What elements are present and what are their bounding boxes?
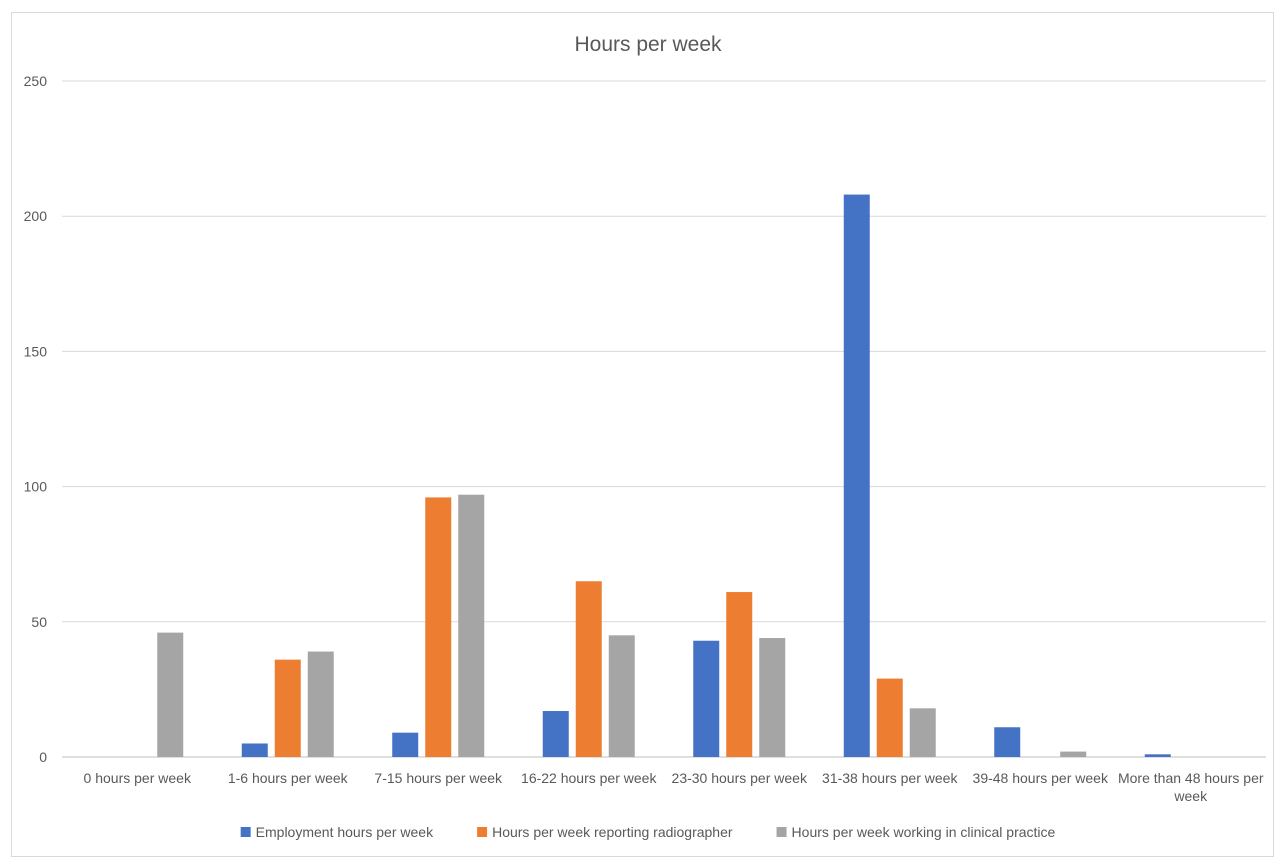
bar-2-5 [726,592,753,757]
bar-1-7 [994,727,1021,757]
y-axis-ticks: 0 50 100 150 200 250 [24,73,48,765]
legend-swatch [776,827,787,837]
bar-2-3 [425,497,452,757]
legend-item-1: Employment hours per week [240,824,434,840]
x-tick-label: 39-48 hours per week [973,770,1109,786]
legend-item-2: Hours per week reporting radiographer [477,824,733,840]
x-axis-ticks: 0 hours per week 1-6 hours per week 7-15 h… [84,770,1264,804]
x-tick-label: 16-22 hours per week [521,770,657,786]
y-tick-label: 150 [24,343,48,359]
y-tick-label: 100 [24,479,48,495]
x-tick-label: 0 hours per week [84,770,192,786]
bar-1-6 [843,194,870,757]
y-tick-label: 0 [39,749,47,765]
bar-3-2 [307,651,334,757]
bar-2-4 [575,581,602,757]
bar-3-6 [909,708,936,757]
x-tick-label: 1-6 hours per week [228,770,349,786]
legend-swatch [240,827,251,837]
legend-label: Employment hours per week [256,824,434,840]
bar-3-4 [608,635,635,757]
bar-3-7 [1060,751,1087,757]
x-tick-label: 31-38 hours per week [822,770,958,786]
legend-label: Hours per week reporting radiographer [492,824,733,840]
bar-2-2 [274,659,301,757]
legend: Employment hours per week Hours per week … [240,824,1056,840]
y-tick-label: 250 [24,73,48,89]
chart-frame [11,12,1274,857]
legend-item-3: Hours per week working in clinical pract… [776,824,1056,840]
legend-label: Hours per week working in clinical pract… [792,824,1056,840]
bar-3-1 [157,632,184,757]
x-tick-label: More than 48 hours per week [1118,770,1264,804]
x-tick-label: 7-15 hours per week [374,770,503,786]
bar-1-5 [693,640,720,757]
chart-title: Hours per week [574,33,722,56]
gridlines [62,80,1266,758]
bar-3-3 [458,494,485,757]
y-tick-label: 50 [31,614,47,630]
bar-1-4 [542,711,569,757]
bar-1-2 [241,743,268,757]
bar-2-6 [876,678,903,757]
y-tick-label: 200 [24,208,48,224]
legend-swatch [477,827,488,837]
x-tick-label: 23-30 hours per week [672,770,808,786]
bar-1-8 [1144,754,1171,757]
bar-1-3 [392,732,419,757]
bar-3-5 [759,638,786,757]
bars [157,194,1171,757]
